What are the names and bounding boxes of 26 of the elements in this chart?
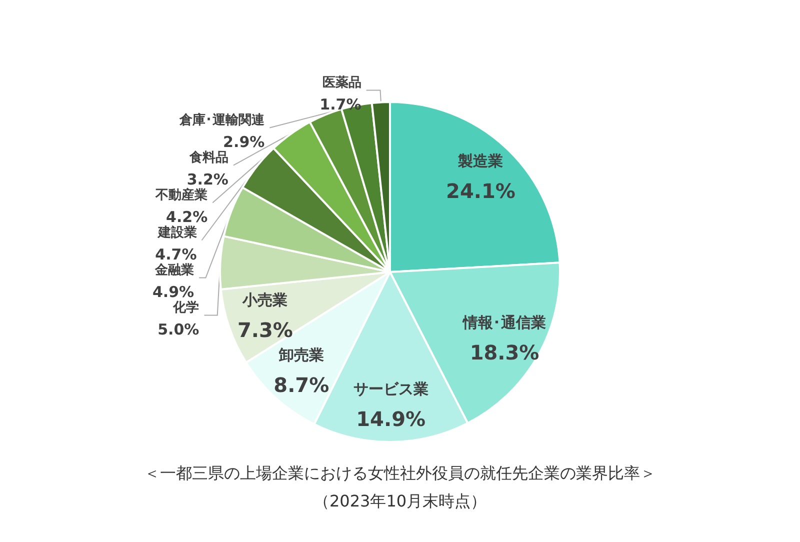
data-label: 2.9% xyxy=(223,132,265,151)
data-label: 7.3% xyxy=(237,318,293,342)
slice-label: 卸売業 xyxy=(278,346,324,364)
slice-label: サービス業 xyxy=(353,380,428,398)
text: （2023年10月末時点） xyxy=(313,492,487,510)
data-label: 3.2% xyxy=(186,170,228,188)
slice-label: 製造業 xyxy=(457,152,504,170)
data-label: 5.0% xyxy=(158,320,200,338)
slice-label: 食料品 xyxy=(188,150,228,166)
slice-label: 金融業 xyxy=(154,262,194,278)
data-label: 1.7% xyxy=(320,95,362,114)
slice-label: 化学 xyxy=(172,300,200,316)
slice-label: 建設業 xyxy=(156,224,197,240)
text: ＜一都三県の上場企業における女性社外役員の就任先企業の業界比率＞ xyxy=(144,464,656,482)
data-label: 18.3% xyxy=(470,340,540,365)
slice-label: 医薬品 xyxy=(322,74,362,90)
data-label: 4.7% xyxy=(155,245,197,264)
data-label: 14.9% xyxy=(356,406,426,431)
data-label: 8.7% xyxy=(274,372,330,397)
data-label: 4.2% xyxy=(166,208,208,226)
data-label: 4.9% xyxy=(152,282,194,301)
slice-label: 不動産業 xyxy=(154,186,208,203)
slice-label: 情報･通信業 xyxy=(462,314,546,332)
data-label: 24.1% xyxy=(446,179,516,204)
slice-label: 小売業 xyxy=(242,290,288,309)
slice-label: 倉庫･運輸関連 xyxy=(178,112,266,128)
